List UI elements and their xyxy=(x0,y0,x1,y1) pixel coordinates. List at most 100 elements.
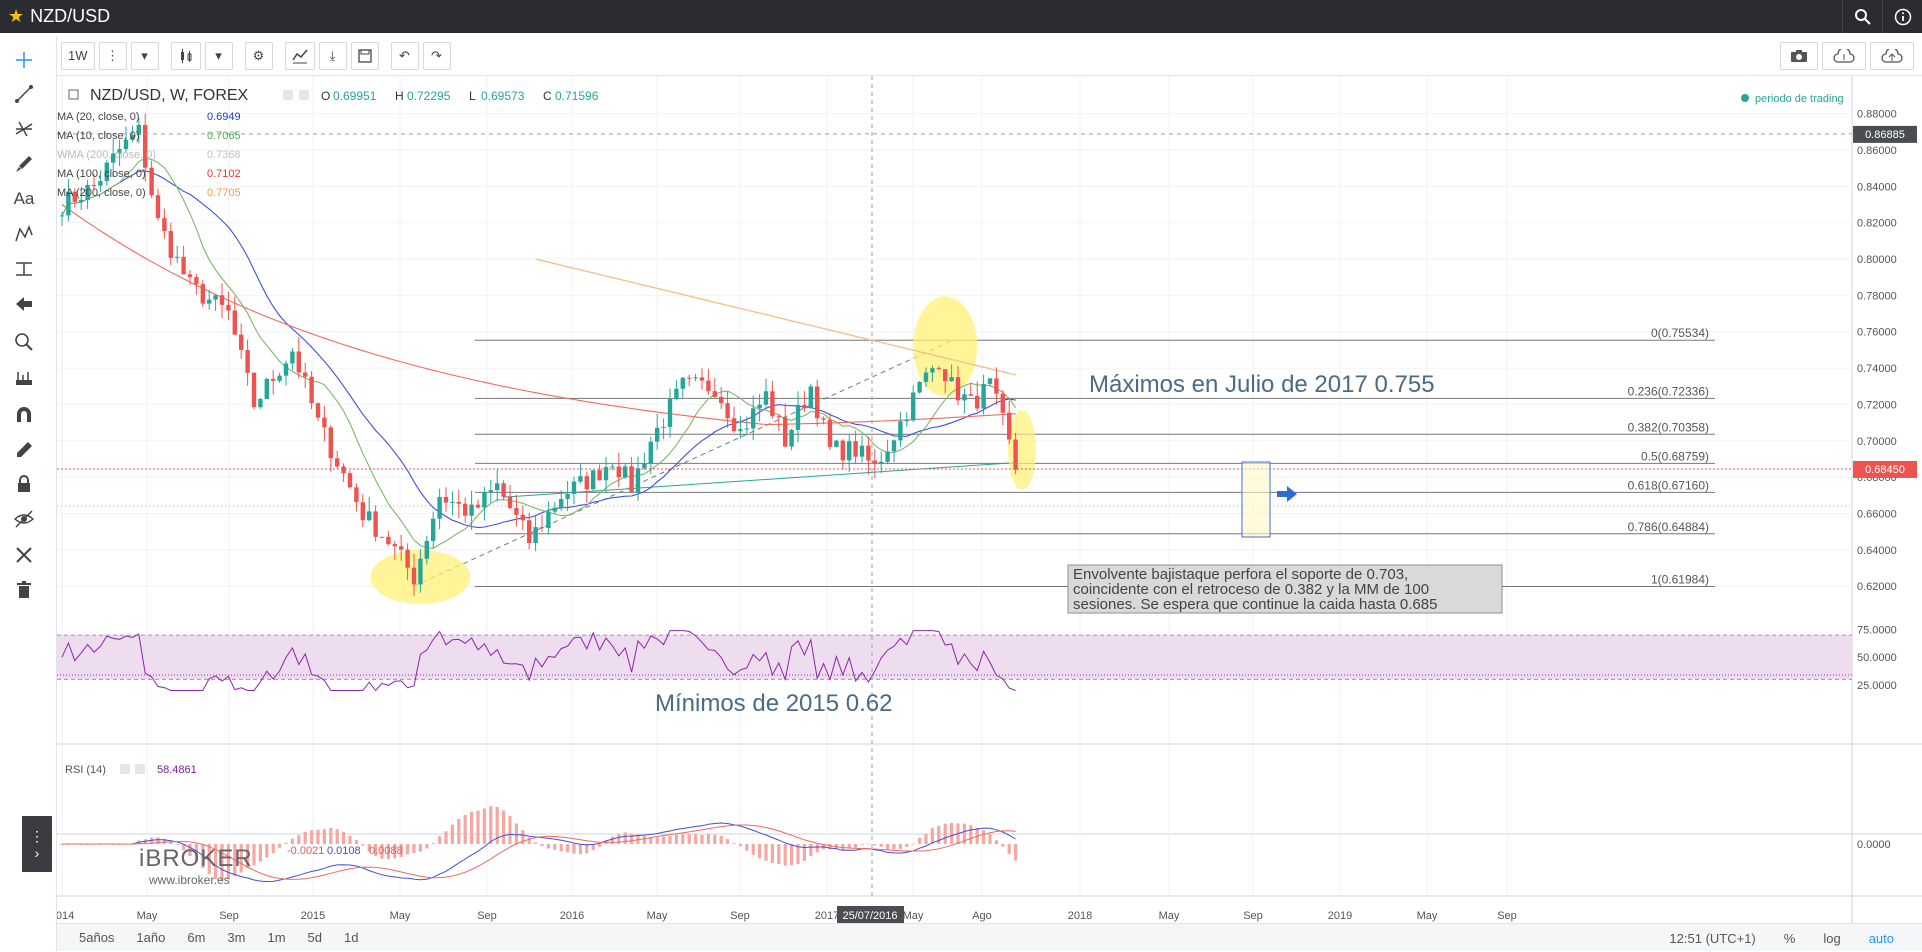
measure-tool-icon[interactable] xyxy=(8,253,40,285)
range-5y[interactable]: 5años xyxy=(79,930,115,945)
macd-hist-bar xyxy=(790,844,794,866)
rsi-settings-icon[interactable] xyxy=(120,764,130,774)
candles-icon[interactable] xyxy=(170,41,201,70)
collapse-icon[interactable] xyxy=(68,89,79,100)
timezone-clock[interactable]: 12:51 (UTC+1) xyxy=(1669,930,1756,946)
cloud-download-icon[interactable] xyxy=(1822,42,1866,70)
info-icon[interactable] xyxy=(1882,0,1922,33)
range-1y[interactable]: 1año xyxy=(136,930,166,945)
macd-hist-bar xyxy=(674,834,678,844)
candle-body xyxy=(802,404,807,409)
min-annotation[interactable]: Mínimos de 2015 0.62 xyxy=(655,690,892,717)
settings-tools-icon[interactable] xyxy=(8,539,40,571)
lock-icon[interactable] xyxy=(8,468,40,500)
candle-body xyxy=(571,481,577,495)
auto-toggle[interactable]: auto xyxy=(1868,930,1894,946)
camera-icon[interactable] xyxy=(1780,42,1818,70)
range-1m[interactable]: 1m xyxy=(267,930,286,945)
text-tool-icon[interactable]: Aa xyxy=(13,189,35,208)
ruler-icon[interactable] xyxy=(8,361,40,393)
fibonacci-retracement[interactable]: 0(0.75534) 0.236(0.72336) 0.382(0.70358) 0.… xyxy=(413,326,1715,587)
candle-body xyxy=(808,386,813,409)
candle-body xyxy=(642,463,647,469)
candle-body xyxy=(437,496,442,519)
pattern-tool-icon[interactable] xyxy=(8,218,40,250)
crosshair-tool-icon[interactable] xyxy=(8,44,40,76)
magnet-icon[interactable] xyxy=(8,399,40,431)
interval-button[interactable]: 1W xyxy=(61,41,95,70)
candle-body xyxy=(495,483,500,491)
interval-menu-icon[interactable]: ⋮ xyxy=(98,41,127,70)
candle-body xyxy=(456,501,461,504)
macd-hist-bar xyxy=(911,843,915,845)
macd-hist-bar xyxy=(521,830,525,844)
range-1d[interactable]: 1d xyxy=(344,930,359,945)
candle-body xyxy=(789,429,794,447)
expand-panel-button[interactable]: ⋮ › xyxy=(22,816,52,872)
candle-body xyxy=(175,256,180,258)
range-5d[interactable]: 5d xyxy=(307,930,322,945)
highlight-ellipses[interactable] xyxy=(370,296,1036,605)
candle-body xyxy=(315,403,321,418)
chart-type-dropdown-icon[interactable]: ▾ xyxy=(204,41,233,70)
cloud-upload-icon[interactable] xyxy=(1870,42,1914,70)
macd-hist-bar xyxy=(847,844,851,849)
star-icon[interactable]: ★ xyxy=(8,6,25,26)
candle-body xyxy=(431,518,436,541)
crosshair-date-tag xyxy=(837,906,904,923)
candle-body xyxy=(879,461,884,465)
macd-hist-bar xyxy=(649,837,653,844)
indicators-icon[interactable] xyxy=(284,41,315,70)
fib-level-label: 0.618(0.67160) xyxy=(1628,478,1709,492)
brush-tool-icon[interactable] xyxy=(8,148,40,180)
save-icon[interactable] xyxy=(350,41,379,70)
candle-body xyxy=(168,231,173,258)
visibility-icon[interactable] xyxy=(283,90,293,100)
candle-body xyxy=(597,470,602,481)
candle-body xyxy=(834,440,839,447)
engulfing-highlight[interactable] xyxy=(1241,461,1297,538)
macd-hist-bar xyxy=(150,837,154,844)
trend-line-tool-icon[interactable] xyxy=(8,78,40,110)
candles xyxy=(59,113,1018,597)
download-icon[interactable]: ⤓ xyxy=(318,41,347,70)
gear-icon[interactable]: ⚙ xyxy=(244,41,273,70)
percent-toggle[interactable]: % xyxy=(1783,930,1796,946)
rsi-visibility-icon[interactable] xyxy=(135,764,145,774)
candle-body xyxy=(482,491,487,508)
symbol-label: NZD/USD, W, FOREX xyxy=(90,87,249,104)
trash-icon[interactable] xyxy=(8,574,40,606)
fib-tool-icon[interactable] xyxy=(8,113,40,145)
macd-hist-bar xyxy=(278,844,282,848)
support-line xyxy=(503,462,1016,498)
candle-body xyxy=(443,496,449,503)
candle-body xyxy=(763,391,769,405)
chart-canvas[interactable]: 75.0000 50.0000 25.0000 0(0.75534) 0.236(0.… xyxy=(57,76,1922,923)
macd-hist-bar xyxy=(514,823,518,844)
arrow-left-tool-icon[interactable] xyxy=(8,288,40,320)
price-axis[interactable] xyxy=(1852,76,1922,923)
search-icon[interactable] xyxy=(1842,0,1882,33)
max-annotation[interactable]: Máximos en Julio de 2017 0.755 xyxy=(1089,371,1435,398)
redo-icon[interactable]: ↷ xyxy=(422,41,451,70)
macd-hist-bar xyxy=(572,844,576,854)
time-tick-label: May xyxy=(1417,910,1438,922)
macd-hist-bar xyxy=(726,839,730,844)
candle-body xyxy=(463,503,468,516)
candle-body xyxy=(533,527,538,544)
candle-body xyxy=(821,418,826,420)
macd-hist-bar xyxy=(809,844,813,856)
note-box[interactable]: Envolvente bajistaque perfora el soporte… xyxy=(1067,564,1503,614)
log-toggle[interactable]: log xyxy=(1823,930,1841,946)
indicator-value: 0.7102 xyxy=(207,168,241,180)
range-6m[interactable]: 6m xyxy=(187,930,206,945)
dropdown-icon[interactable]: ▾ xyxy=(130,41,159,70)
zoom-icon[interactable] xyxy=(8,326,40,358)
macd-hist-bar xyxy=(310,830,314,844)
pencil-lock-icon[interactable] xyxy=(8,434,40,466)
candle-body xyxy=(405,549,410,568)
undo-icon[interactable]: ↶ xyxy=(390,41,419,70)
eye-hide-icon[interactable] xyxy=(8,503,40,535)
range-3m[interactable]: 3m xyxy=(227,930,246,945)
settings-icon[interactable] xyxy=(299,90,309,100)
